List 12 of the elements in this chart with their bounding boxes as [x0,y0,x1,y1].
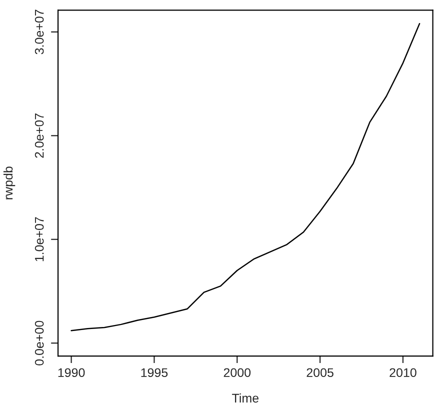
y-tick-label: 2.0e+07 [34,114,44,158]
y-axis-title: rwpdb [3,166,16,200]
y-tick-label: 1.0e+07 [34,217,44,262]
y-tick-label: 3.0e+07 [34,10,44,54]
x-tick-label: 1995 [141,368,168,378]
x-tick-label: 2005 [306,368,334,378]
line-series [70,23,420,332]
x-tick-label: 1990 [58,368,85,378]
x-tick-label: 2000 [224,368,251,378]
x-tick-label: 2010 [390,368,416,378]
x-axis-title: Time [232,393,259,403]
y-tick-label: 0.0e+00 [34,320,44,366]
